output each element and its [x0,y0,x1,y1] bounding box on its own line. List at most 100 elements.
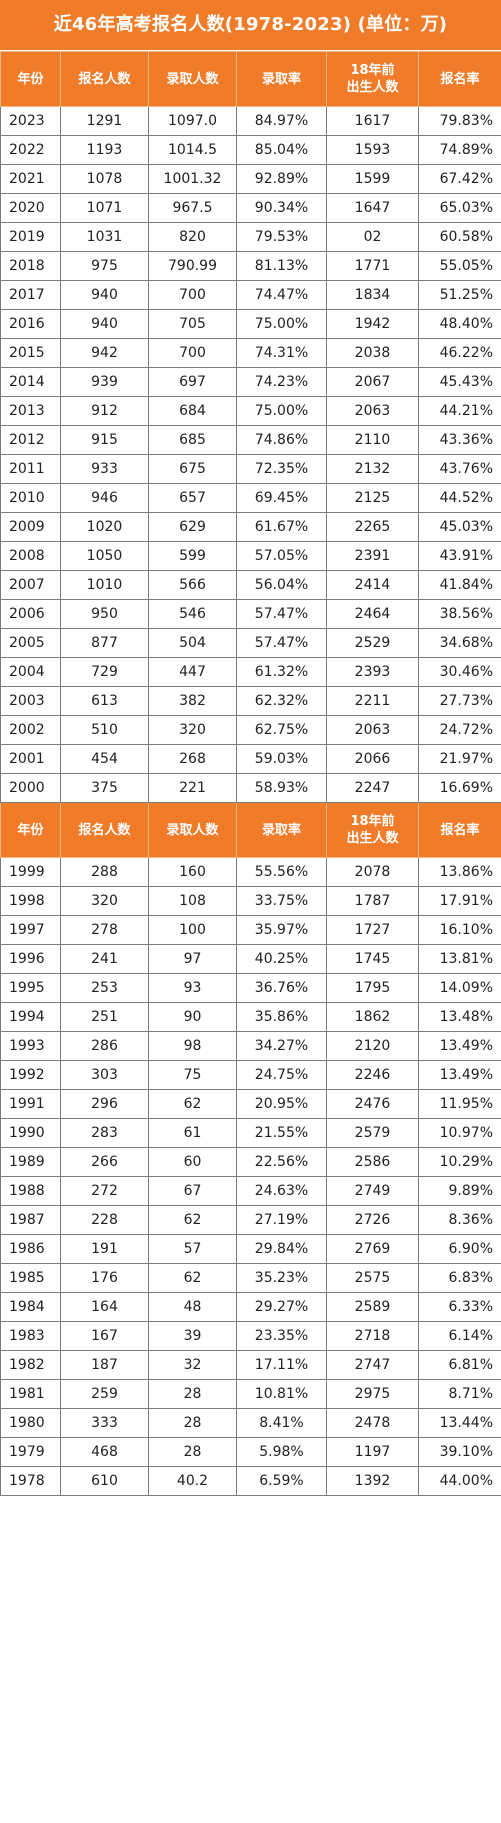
cell-admission-rate: 29.27% [236,1292,327,1322]
cell-year: 2022 [0,135,61,165]
cell-births-18yrs-prior: 2063 [326,715,419,745]
table-row: 1998 320 108 33.75% 1787 17.91% [0,886,501,916]
cell-births-18yrs-prior: 2132 [326,454,419,484]
cell-application-rate: 51.25% [418,280,501,310]
header-admitted: 录取人数 [148,802,237,858]
cell-application-rate: 60.58% [418,222,501,252]
cell-admission-rate: 69.45% [236,483,327,513]
header-year: 年份 [0,51,61,107]
table-row: 1994 251 90 35.86% 1862 13.48% [0,1002,501,1032]
cell-admission-rate: 61.67% [236,512,327,542]
cell-applicants: 939 [60,367,149,397]
cell-year: 1986 [0,1234,61,1264]
table-row: 2000 375 221 58.93% 2247 16.69% [0,773,501,803]
cell-applicants: 975 [60,251,149,281]
cell-applicants: 320 [60,886,149,916]
cell-application-rate: 17.91% [418,886,501,916]
cell-births-18yrs-prior: 02 [326,222,419,252]
cell-admitted: 32 [148,1350,237,1380]
header-admission-rate: 录取率 [236,51,327,107]
cell-admission-rate: 17.11% [236,1350,327,1380]
cell-admitted: 90 [148,1002,237,1032]
cell-application-rate: 43.91% [418,541,501,571]
cell-year: 2018 [0,251,61,281]
cell-admitted: 684 [148,396,237,426]
cell-year: 1996 [0,944,61,974]
cell-applicants: 1291 [60,106,149,136]
cell-births-18yrs-prior: 2110 [326,425,419,455]
table-row: 2017 940 700 74.47% 1834 51.25% [0,280,501,310]
cell-births-18yrs-prior: 2063 [326,396,419,426]
cell-application-rate: 6.83% [418,1263,501,1293]
cell-admission-rate: 85.04% [236,135,327,165]
table-row: 1988 272 67 24.63% 2749 9.89% [0,1176,501,1206]
cell-applicants: 176 [60,1263,149,1293]
cell-admission-rate: 81.13% [236,251,327,281]
cell-births-18yrs-prior: 2391 [326,541,419,571]
cell-admission-rate: 79.53% [236,222,327,252]
cell-year: 2006 [0,599,61,629]
cell-applicants: 729 [60,657,149,687]
cell-admission-rate: 92.89% [236,164,327,194]
cell-application-rate: 45.03% [418,512,501,542]
header-application-rate: 报名率 [418,802,501,858]
cell-births-18yrs-prior: 2393 [326,657,419,687]
table-row: 1992 303 75 24.75% 2246 13.49% [0,1060,501,1090]
header-births-18yrs-prior: 18年前 出生人数 [326,802,419,858]
cell-year: 1978 [0,1466,61,1496]
cell-admission-rate: 24.75% [236,1060,327,1090]
cell-admitted: 62 [148,1089,237,1119]
cell-admitted: 657 [148,483,237,513]
cell-admitted: 268 [148,744,237,774]
table-row: 1996 241 97 40.25% 1745 13.81% [0,944,501,974]
cell-births-18yrs-prior: 1197 [326,1437,419,1467]
cell-year: 2011 [0,454,61,484]
cell-admitted: 67 [148,1176,237,1206]
cell-year: 2003 [0,686,61,716]
cell-births-18yrs-prior: 2529 [326,628,419,658]
cell-year: 2007 [0,570,61,600]
cell-applicants: 912 [60,396,149,426]
cell-admission-rate: 74.47% [236,280,327,310]
cell-admitted: 98 [148,1031,237,1061]
cell-applicants: 877 [60,628,149,658]
cell-births-18yrs-prior: 2726 [326,1205,419,1235]
cell-births-18yrs-prior: 2246 [326,1060,419,1090]
cell-applicants: 613 [60,686,149,716]
cell-year: 1991 [0,1089,61,1119]
cell-births-18yrs-prior: 2125 [326,483,419,513]
cell-births-18yrs-prior: 1392 [326,1466,419,1496]
cell-applicants: 259 [60,1379,149,1409]
cell-applicants: 950 [60,599,149,629]
table-row: 1982 187 32 17.11% 2747 6.81% [0,1350,501,1380]
table-row: 1995 253 93 36.76% 1795 14.09% [0,973,501,1003]
cell-births-18yrs-prior: 2038 [326,338,419,368]
cell-application-rate: 67.42% [418,164,501,194]
cell-application-rate: 9.89% [418,1176,501,1206]
cell-application-rate: 8.36% [418,1205,501,1235]
table-title: 近46年高考报名人数(1978-2023) (单位：万) [0,0,501,51]
cell-admitted: 705 [148,309,237,339]
cell-admission-rate: 21.55% [236,1118,327,1148]
cell-admission-rate: 5.98% [236,1437,327,1467]
cell-admitted: 790.99 [148,251,237,281]
cell-year: 1979 [0,1437,61,1467]
cell-applicants: 228 [60,1205,149,1235]
cell-births-18yrs-prior: 2066 [326,744,419,774]
cell-admission-rate: 58.93% [236,773,327,803]
table-row: 1981 259 28 10.81% 2975 8.71% [0,1379,501,1409]
cell-admitted: 28 [148,1408,237,1438]
table-row: 1987 228 62 27.19% 2726 8.36% [0,1205,501,1235]
table-row: 2019 1031 820 79.53% 02 60.58% [0,222,501,252]
table-row: 2013 912 684 75.00% 2063 44.21% [0,396,501,426]
cell-births-18yrs-prior: 1617 [326,106,419,136]
cell-births-18yrs-prior: 1942 [326,309,419,339]
cell-applicants: 187 [60,1350,149,1380]
cell-admitted: 675 [148,454,237,484]
cell-admission-rate: 23.35% [236,1321,327,1351]
cell-applicants: 610 [60,1466,149,1496]
cell-admission-rate: 29.84% [236,1234,327,1264]
cell-applicants: 942 [60,338,149,368]
cell-application-rate: 13.49% [418,1031,501,1061]
cell-year: 2004 [0,657,61,687]
